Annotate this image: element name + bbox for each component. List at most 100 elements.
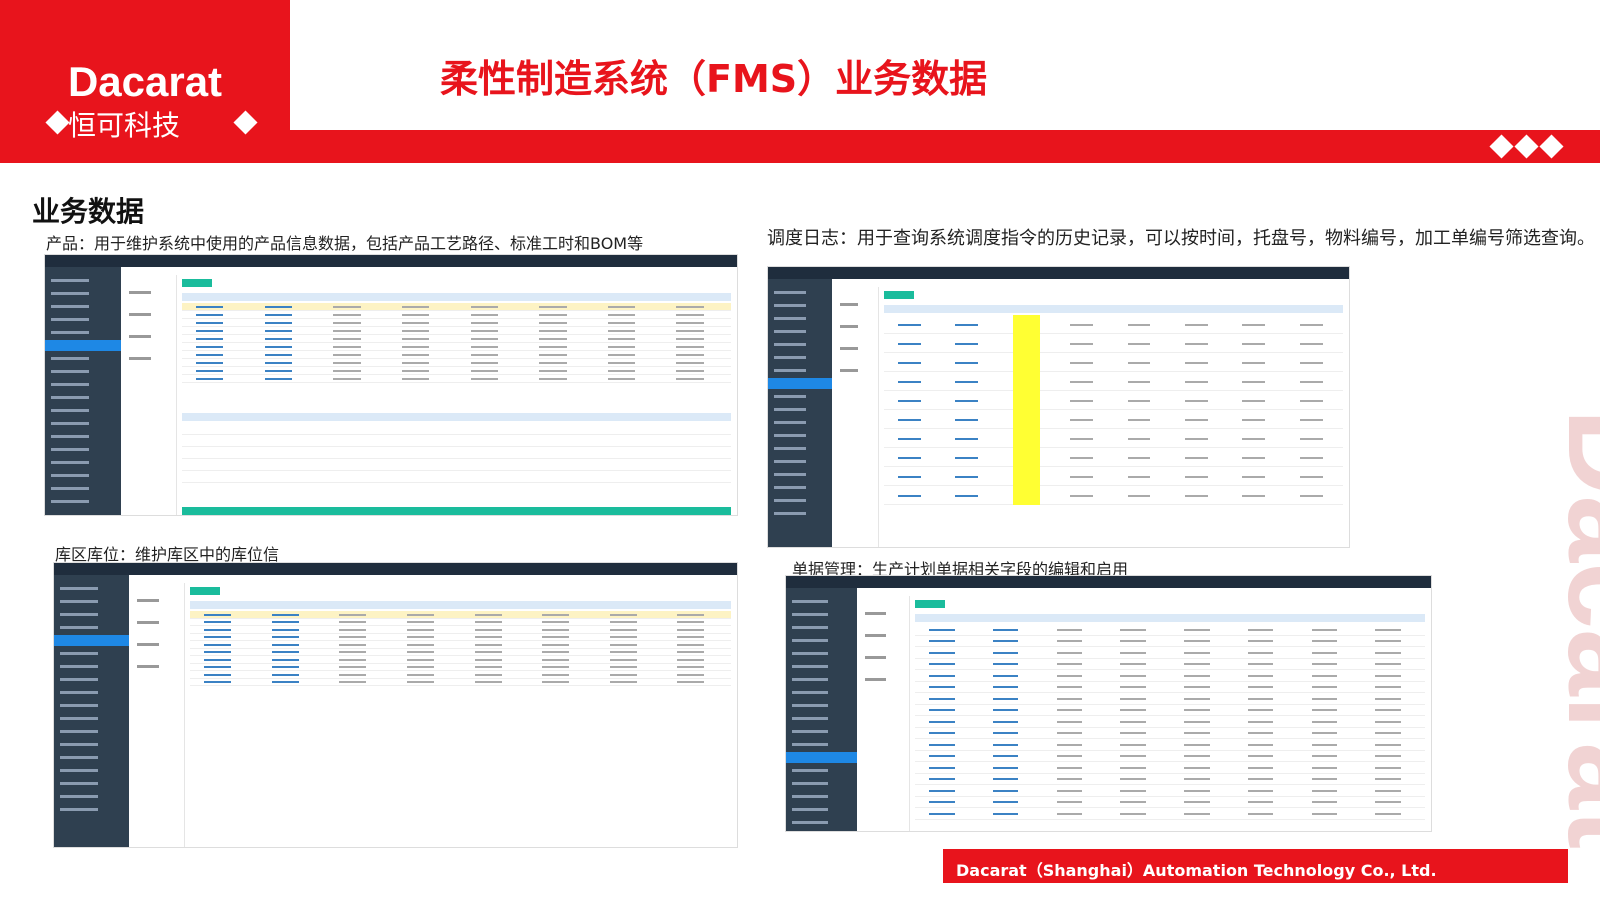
cell-text: [992, 628, 1019, 631]
cell-text: [1299, 361, 1323, 364]
sidebar-active: [54, 635, 129, 646]
sidebar-item: [792, 639, 828, 642]
cell-text: [204, 666, 232, 669]
table-header: [884, 305, 1343, 313]
sidebar-active: [786, 752, 857, 763]
cell-text: [333, 378, 361, 380]
cell-text: [1375, 709, 1401, 712]
cell-text: [474, 658, 502, 661]
cell-text: [1184, 342, 1208, 345]
cell-text: [401, 354, 430, 356]
cell-text: [1127, 399, 1151, 402]
cell-text: [1311, 766, 1337, 769]
cell-text: [898, 437, 921, 440]
table-row: [884, 486, 1343, 505]
logo-tagline: 恒可科技: [68, 109, 181, 142]
cell-text: [1070, 323, 1094, 326]
toolbar-button: [915, 600, 945, 608]
cell-text: [1120, 686, 1146, 689]
cell-text: [401, 330, 430, 332]
table-row: [182, 375, 731, 383]
sidebar-item: [60, 717, 98, 720]
cell-text: [929, 732, 955, 735]
cell-text: [1120, 766, 1146, 769]
cell-text: [1070, 380, 1094, 383]
sidebar-item: [774, 356, 806, 359]
sidebar-item: [60, 587, 98, 590]
cell-text: [676, 354, 704, 356]
cell-text: [609, 651, 637, 654]
cell-text: [1056, 628, 1082, 631]
sub-nav-item: [840, 369, 859, 372]
cell-text: [992, 697, 1019, 700]
sidebar-item: [60, 756, 98, 759]
cell-text: [474, 621, 502, 624]
cell-text: [1247, 789, 1274, 792]
sub-nav-item: [129, 357, 151, 360]
sub-nav-item: [129, 291, 151, 294]
cell-text: [677, 613, 705, 616]
sidebar-item: [60, 795, 98, 798]
cell-text: [406, 658, 434, 661]
cell-text: [333, 362, 361, 364]
table-row: [182, 351, 731, 359]
cell-text: [333, 338, 361, 340]
cell-text: [406, 666, 434, 669]
cell-text: [264, 330, 293, 332]
cell-text: [677, 681, 705, 684]
cell-text: [898, 475, 921, 478]
cell-text: [992, 789, 1019, 792]
cell-text: [474, 673, 502, 676]
sidebar-item: [51, 500, 89, 503]
cell-text: [1056, 709, 1082, 712]
toolbar-button: [190, 587, 220, 595]
table-row: [915, 705, 1425, 716]
cell-text: [474, 681, 502, 684]
sidebar-item: [51, 474, 89, 477]
cell-text: [470, 362, 498, 364]
cell-text: [1311, 663, 1337, 666]
sidebar-item: [51, 396, 89, 399]
cell-text: [1375, 789, 1401, 792]
sidebar-item: [51, 487, 89, 490]
cell-text: [1184, 812, 1210, 815]
table-header: [915, 614, 1425, 622]
cell-text: [333, 330, 361, 332]
table-row: [884, 391, 1343, 410]
top-bar: [786, 576, 1431, 588]
sidebar-item: [792, 717, 828, 720]
header-band: [290, 130, 1600, 163]
sidebar-item: [774, 304, 806, 307]
sidebar-item: [774, 343, 806, 346]
caption: 单据管理：生产计划单据相关字段的编辑和启用: [792, 560, 1129, 579]
cell-text: [204, 651, 232, 654]
table-row: [182, 359, 731, 367]
cell-text: [1184, 361, 1208, 364]
cell-text: [1184, 801, 1210, 804]
cell-text: [339, 613, 367, 616]
cell-text: [406, 643, 434, 646]
cell-text: [1311, 755, 1337, 758]
table-row: [915, 659, 1425, 670]
cell-text: [542, 658, 570, 661]
cell-text: [609, 628, 637, 631]
cell-text: [474, 628, 502, 631]
cell-text: [992, 674, 1019, 677]
sidebar-item: [792, 613, 828, 616]
table-header: [190, 601, 731, 609]
table-row: [182, 435, 731, 447]
cell-text: [929, 663, 955, 666]
sidebar-item: [792, 691, 828, 694]
cell-text: [542, 613, 570, 616]
cell-text: [1247, 697, 1274, 700]
status-cell: [1012, 448, 1041, 467]
cell-text: [401, 362, 430, 364]
cell-text: [1184, 399, 1208, 402]
sidebar-item: [774, 317, 806, 320]
table-row: [190, 626, 731, 634]
cell-text: [1247, 709, 1274, 712]
table-row: [182, 335, 731, 343]
cell-text: [1242, 361, 1266, 364]
cell-text: [676, 362, 704, 364]
